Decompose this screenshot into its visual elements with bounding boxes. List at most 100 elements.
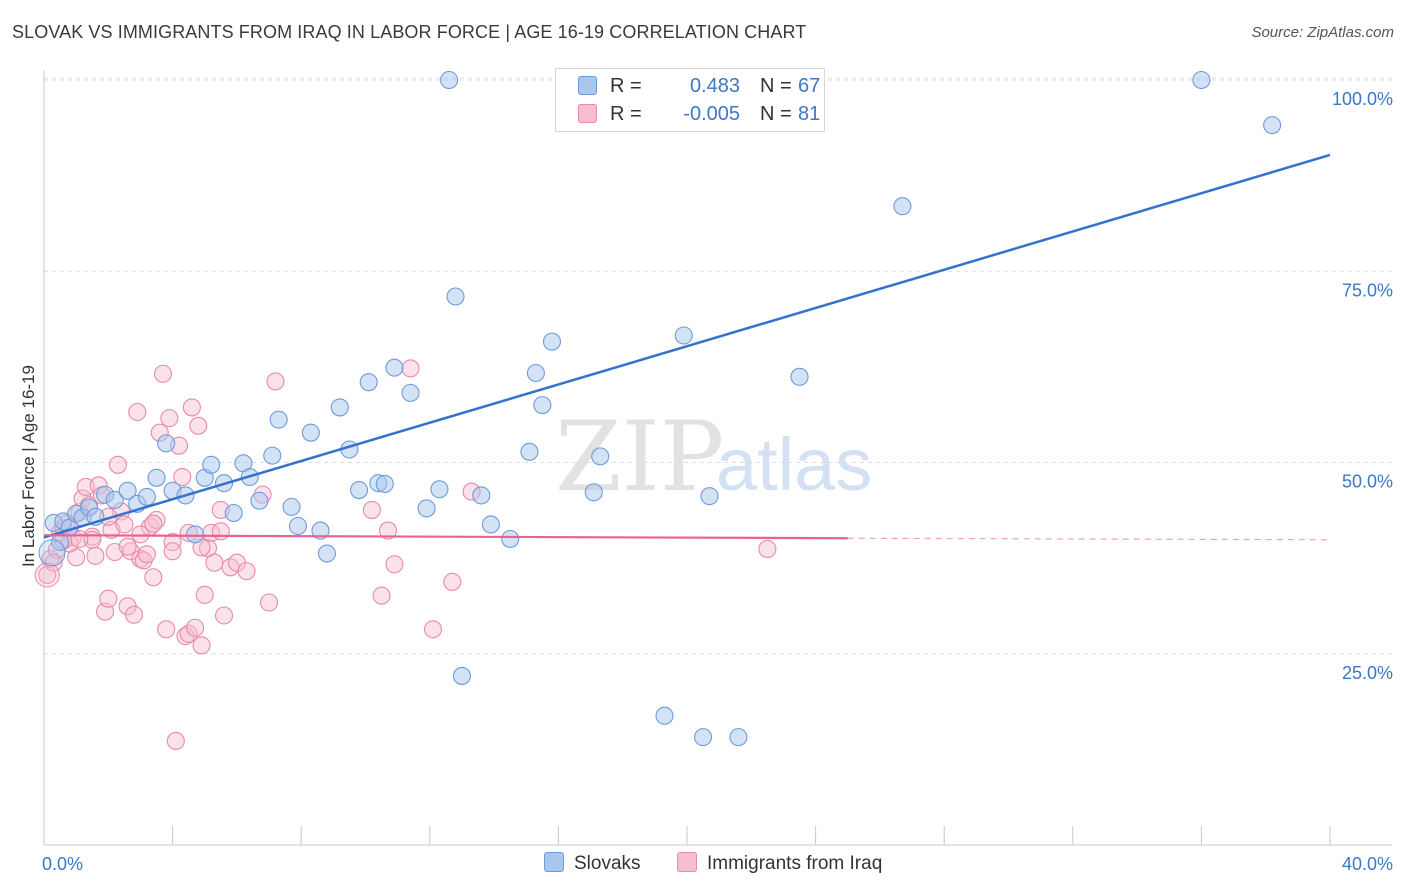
iraq-point (192, 636, 211, 655)
watermark-zip: ZIP (555, 401, 724, 513)
slovaks-point (542, 332, 562, 351)
r-label: R = (610, 103, 642, 125)
iraq-trend-line (43, 534, 848, 540)
iraq-point (153, 364, 173, 383)
bottom-legend-iraq: Immigrants from Iraq (677, 852, 882, 875)
iraq-point (160, 409, 179, 428)
source-label: Source: ZipAtlas.com (1251, 24, 1394, 41)
slovaks-point (288, 516, 308, 536)
y-tick-labels: 25.0% 50.0% 75.0% 100.0% (1332, 89, 1393, 683)
n-label: N = (760, 103, 792, 125)
iraq-point (34, 562, 60, 588)
iraq-point (214, 606, 234, 625)
slovaks-point (893, 197, 912, 216)
slovaks-point (350, 480, 369, 500)
iraq-point (182, 398, 201, 417)
slovaks-point (446, 287, 465, 306)
slovaks-point (282, 497, 301, 516)
correlation-legend: R = 0.483 N = 67 R = -0.005 N = 81 (555, 68, 825, 132)
iraq-point (144, 568, 163, 587)
y-tick-label: 25.0% (1342, 663, 1393, 683)
iraq-point (266, 372, 285, 391)
iraq-point (115, 515, 134, 534)
y-tick-label: 100.0% (1332, 89, 1393, 109)
y-axis-label: In Labor Force | Age 16-19 (19, 365, 38, 567)
slovaks-point (118, 481, 137, 500)
slovaks-point (147, 468, 166, 487)
slovaks-point (694, 728, 713, 747)
slovaks-point (501, 529, 520, 549)
slovaks-point (440, 70, 459, 90)
iraq-point (163, 542, 182, 561)
slovaks-r-value: 0.483 (689, 75, 740, 97)
slovaks-point (472, 486, 491, 505)
slovaks-point (526, 363, 545, 383)
slovaks-point (186, 525, 205, 544)
iraq-point (423, 620, 443, 639)
slovaks-point (417, 499, 436, 518)
iraq-point (362, 500, 381, 519)
slovaks-point (359, 373, 378, 392)
slovaks-point (224, 503, 243, 523)
slovaks-point (330, 398, 349, 417)
x-tick-labels: 0.0% 40.0% (42, 854, 1393, 874)
iraq-n-value: 81 (798, 103, 821, 125)
n-label: N = (760, 75, 792, 97)
iraq-point (211, 522, 230, 541)
iraq-point (108, 455, 127, 474)
slovaks-point (105, 490, 124, 510)
iraq-point (443, 572, 462, 591)
slovaks-n-value: 67 (798, 75, 821, 97)
slovaks-point (1192, 70, 1211, 90)
slovaks-point (401, 383, 420, 402)
slovaks-point (430, 480, 449, 499)
iraq-point (372, 586, 391, 605)
slovaks-point (375, 474, 394, 493)
slovaks-point (1263, 116, 1282, 135)
iraq-point (157, 620, 176, 639)
slovaks-legend-label: Slovaks (574, 853, 641, 874)
iraq-legend-swatch (677, 852, 697, 872)
x-tick-label: 40.0% (1342, 854, 1393, 874)
slovaks-point (452, 666, 472, 685)
iraq-point (118, 537, 137, 556)
slovaks-point (311, 521, 330, 540)
iraq-point (205, 553, 224, 572)
iraq-point (86, 546, 105, 565)
slovaks-point (269, 410, 288, 429)
slovaks-point (729, 728, 748, 747)
watermark: ZIP atlas (555, 401, 872, 513)
iraq-point (128, 402, 147, 422)
slovaks-point (250, 491, 269, 510)
series-slovaks-points (38, 70, 1282, 747)
slovaks-point (263, 446, 282, 465)
y-tick-label: 75.0% (1342, 280, 1393, 300)
chart-title: SLOVAK VS IMMIGRANTS FROM IRAQ IN LABOR … (12, 22, 807, 42)
iraq-point (385, 555, 404, 574)
iraq-point (195, 585, 214, 604)
slovaks-point (591, 447, 610, 466)
iraq-point (124, 605, 144, 624)
slovaks-point (202, 455, 221, 474)
x-tick-label: 0.0% (42, 854, 83, 874)
slovaks-point (790, 367, 809, 386)
watermark-atlas: atlas (716, 423, 872, 506)
slovaks-point (533, 396, 552, 415)
iraq-legend-label: Immigrants from Iraq (707, 853, 883, 874)
iraq-r-value: -0.005 (683, 103, 740, 125)
iraq-point (259, 593, 279, 612)
iraq-point (378, 521, 398, 540)
iraq-point (99, 589, 118, 608)
series-iraq-points (34, 359, 777, 751)
iraq-point (137, 545, 156, 564)
axes (43, 70, 1392, 846)
y-tick-label: 50.0% (1342, 472, 1393, 492)
r-label: R = (610, 75, 642, 97)
slovaks-point (520, 442, 539, 461)
iraq-point (144, 514, 163, 533)
slovaks-point (674, 326, 693, 345)
iraq-point (186, 618, 205, 637)
iraq-point (166, 731, 185, 751)
slovaks-point (137, 487, 156, 506)
